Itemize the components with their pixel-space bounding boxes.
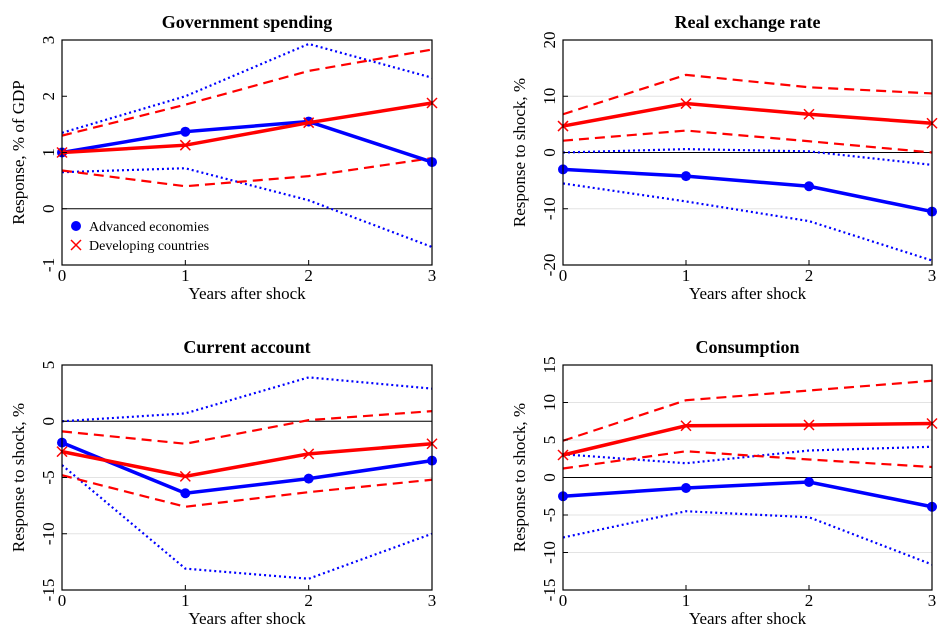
y-tick-label: 15 (540, 357, 559, 374)
y-axis-label: Response to shock, % (9, 403, 28, 552)
y-tick-label: 2 (39, 92, 58, 101)
x-tick-label: 2 (805, 266, 814, 285)
band-line (61, 48, 433, 137)
band-line (61, 474, 433, 508)
point-marker (71, 221, 81, 231)
x-tick-label: 3 (928, 591, 937, 610)
y-tick-label: -1 (39, 258, 58, 272)
y-tick-label: -15 (540, 579, 559, 602)
x-axis-label: Years after shock (689, 609, 807, 628)
x-tick-label: 3 (928, 266, 937, 285)
band-line (562, 379, 933, 442)
x-tick-label: 1 (682, 266, 691, 285)
band-line (562, 450, 933, 470)
x-tick-label: 1 (682, 591, 691, 610)
x-tick-label: 0 (58, 266, 67, 285)
y-tick-label: 3 (39, 36, 58, 45)
series-line (562, 421, 933, 457)
series-line (562, 167, 933, 214)
series-line (61, 441, 433, 496)
y-tick-label: 5 (540, 436, 559, 445)
x-tick-label: 0 (58, 591, 67, 610)
y-tick-label: 10 (540, 88, 559, 105)
series-line (61, 119, 433, 164)
y-tick-label: 0 (39, 417, 58, 426)
band-line (562, 182, 933, 262)
point-marker (70, 239, 82, 251)
y-tick-label: 10 (540, 394, 559, 411)
band-line (562, 73, 933, 116)
point-marker (180, 488, 191, 499)
y-tick-label: -20 (540, 254, 559, 277)
band-line (562, 445, 933, 465)
x-axis-label: Years after shock (188, 284, 306, 303)
x-axis-label: Years after shock (689, 284, 807, 303)
x-tick-label: 2 (805, 591, 814, 610)
x-tick-label: 0 (559, 591, 568, 610)
y-tick-label: 0 (540, 148, 559, 157)
x-tick-label: 3 (428, 591, 437, 610)
y-tick-label: -10 (540, 197, 559, 220)
x-tick-label: 1 (181, 266, 190, 285)
series-line (61, 101, 433, 155)
point-marker (680, 98, 692, 110)
series-line (562, 480, 933, 509)
band-line (61, 157, 433, 188)
band-line (61, 376, 433, 423)
chart-title: Real exchange rate (675, 12, 821, 32)
point-marker (179, 139, 191, 151)
point-marker (681, 171, 691, 182)
y-tick-label: 20 (540, 32, 559, 49)
point-marker (303, 473, 314, 484)
legend-label: Developing countries (89, 239, 209, 254)
y-tick-label: 0 (39, 205, 58, 214)
x-tick-label: 2 (304, 591, 313, 610)
legend-label: Advanced economies (89, 220, 209, 235)
point-marker (681, 483, 691, 493)
chart-title: Government spending (162, 12, 333, 32)
series-line (562, 101, 933, 128)
band-line (61, 42, 433, 134)
y-tick-label: -5 (39, 470, 58, 484)
x-tick-label: 3 (428, 266, 437, 285)
point-marker (180, 126, 191, 137)
y-tick-label: -10 (39, 522, 58, 545)
x-tick-label: 0 (559, 266, 568, 285)
x-tick-label: 2 (304, 266, 313, 285)
point-marker (803, 419, 815, 431)
band-line (61, 464, 433, 580)
y-tick-label: 1 (39, 148, 58, 157)
y-tick-label: -10 (540, 541, 559, 564)
y-axis-label: Response to shock, % (510, 403, 529, 552)
point-marker (179, 470, 191, 482)
point-marker (303, 448, 315, 460)
band-line (562, 510, 933, 566)
band-line (562, 129, 933, 154)
y-tick-label: -15 (39, 579, 58, 602)
chart-title: Consumption (695, 337, 799, 357)
y-tick-label: -5 (540, 508, 559, 522)
band-line (61, 167, 433, 249)
y-tick-label: 5 (39, 361, 58, 370)
chart-title: Current account (183, 337, 310, 357)
y-tick-label: 0 (540, 473, 559, 482)
series-line (61, 442, 433, 479)
y-axis-label: Response to shock, % (510, 78, 529, 227)
x-tick-label: 1 (181, 591, 190, 610)
point-marker (680, 420, 692, 432)
point-marker (804, 181, 814, 192)
band-line (562, 148, 933, 166)
point-marker (803, 108, 815, 120)
y-axis-label: Response, % of GDP (9, 80, 28, 225)
band-line (61, 410, 433, 445)
point-marker (804, 477, 814, 487)
point-marker (303, 117, 315, 129)
x-axis-label: Years after shock (188, 609, 306, 628)
